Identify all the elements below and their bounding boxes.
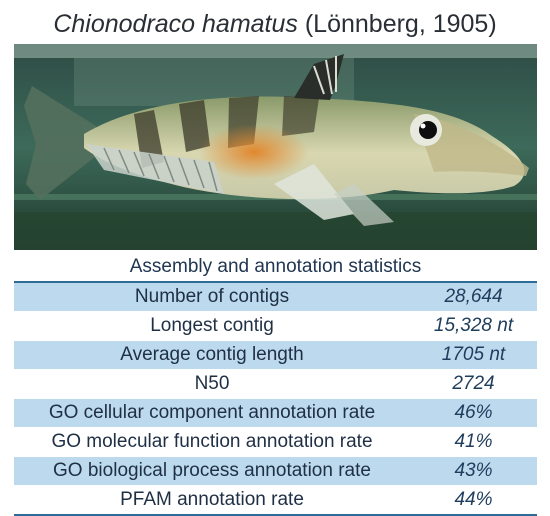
table-row: PFAM annotation rate 44% bbox=[14, 486, 537, 514]
table-row: Number of contigs 28,644 bbox=[14, 283, 537, 312]
fish-photo bbox=[14, 44, 537, 250]
row-value: 44% bbox=[454, 489, 493, 510]
row-value: 41% bbox=[454, 431, 493, 452]
species-authority: (Lönnberg, 1905) bbox=[297, 10, 497, 38]
figure-title: Chionodraco hamatus (Lönnberg, 1905) bbox=[0, 6, 550, 42]
table-row: N50 2724 bbox=[14, 370, 537, 399]
row-value: 46% bbox=[454, 402, 493, 423]
species-name: Chionodraco hamatus bbox=[53, 10, 298, 38]
row-label: N50 bbox=[194, 373, 230, 394]
row-label: Average contig length bbox=[120, 344, 304, 365]
table-row: GO molecular function annotation rate 41… bbox=[14, 428, 537, 457]
row-value: 28,644 bbox=[444, 286, 503, 307]
row-label: Longest contig bbox=[150, 315, 274, 336]
table-row: GO biological process annotation rate 43… bbox=[14, 457, 537, 486]
row-label: GO molecular function annotation rate bbox=[51, 431, 373, 452]
row-value: 1705 nt bbox=[441, 344, 506, 365]
row-label: GO biological process annotation rate bbox=[53, 460, 371, 481]
row-value: 2724 bbox=[452, 373, 495, 394]
statistics-table: Number of contigs 28,644 Longest contig … bbox=[14, 281, 537, 516]
row-label: PFAM annotation rate bbox=[120, 489, 304, 510]
row-label: GO cellular component annotation rate bbox=[48, 402, 376, 423]
row-label: Number of contigs bbox=[134, 286, 290, 307]
pectoral-fin-icon bbox=[274, 164, 354, 220]
table-row: Average contig length 1705 nt bbox=[14, 341, 537, 370]
table-caption: Assembly and annotation statistics bbox=[129, 256, 422, 277]
row-value: 43% bbox=[454, 460, 493, 481]
table-row: GO cellular component annotation rate 46… bbox=[14, 399, 537, 428]
table-row: Longest contig 15,328 nt bbox=[14, 312, 537, 341]
tail-fin-icon bbox=[24, 86, 96, 200]
row-value: 15,328 nt bbox=[433, 315, 514, 336]
